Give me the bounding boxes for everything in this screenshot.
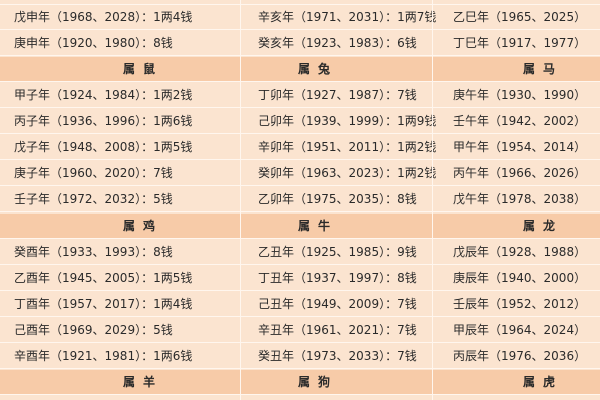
year-weight-cell: 庚子年（1960、2020）：7钱 <box>14 166 173 181</box>
zodiac-heading: 属龙 <box>522 218 564 233</box>
year-weight-cell: 壬辰年（1952、2012） <box>453 296 587 311</box>
table-row: 庚子年（1960、2020）：7钱 癸卯年（1963、2023）：1两2钱 丙午年（… <box>0 161 600 187</box>
year-weight-cell: 丙辰年（1976、2036） <box>453 348 587 363</box>
zodiac-heading: 属马 <box>522 62 564 77</box>
year-weight-cell: 庚午年（1930、1990） <box>453 88 587 103</box>
year-weight-cell: 壬午年（1942、2002） <box>453 114 587 129</box>
column-divider <box>432 0 433 400</box>
year-weight-cell: 丁卯年（1927、1987）：7钱 <box>258 88 417 103</box>
year-weight-cell: 庚辰年（1940、2000） <box>453 270 587 285</box>
section-header-row: 属鸡 属牛 属龙 <box>0 213 600 239</box>
year-weight-cell: 丁丑年（1937、1997）：8钱 <box>258 270 417 285</box>
year-weight-cell: 辛丑年（1961、2021）：7钱 <box>258 322 417 337</box>
year-weight-cell: 癸亥年（1923、1983）：6钱 <box>258 36 417 51</box>
year-weight-cell: 癸酉年（1933、1993）：8钱 <box>14 244 173 259</box>
year-weight-cell: 癸丑年（1973、2033）：7钱 <box>258 348 417 363</box>
zodiac-heading: 属鸡 <box>122 218 164 233</box>
zodiac-heading: 属牛 <box>297 218 339 233</box>
zodiac-heading: 属虎 <box>522 374 564 389</box>
year-weight-cell: 辛卯年（1951、2011）：1两2钱 <box>258 140 437 155</box>
table-row: 壬子年（1972、2032）：5钱 乙卯年（1975、2035）：8钱 戊午年（19… <box>0 187 600 213</box>
year-weight-cell: 戊辰年（1928、1988） <box>453 244 587 259</box>
year-weight-cell: 甲辰年（1964、2024） <box>453 322 587 337</box>
table-row: 甲子年（1924、1984）：1两2钱 丁卯年（1927、1987）：7钱 庚午年（… <box>0 83 600 109</box>
partial-row <box>0 0 600 5</box>
year-weight-cell: 甲午年（1954、2014） <box>453 140 587 155</box>
year-weight-cell: 己丑年（1949、2009）：7钱 <box>258 296 417 311</box>
zodiac-heading: 属羊 <box>122 374 164 389</box>
table-row: 己酉年（1969、2029）：5钱 辛丑年（1961、2021）：7钱 甲辰年（19… <box>0 317 600 343</box>
year-weight-cell: 癸卯年（1963、2023）：1两2钱 <box>258 166 437 181</box>
year-weight-cell: 丙子年（1936、1996）：1两6钱 <box>14 114 193 129</box>
year-weight-cell: 丁巳年（1917、1977） <box>453 36 587 51</box>
table-row: 戊申年（1968、2028）：1两4钱 辛亥年（1971、2031）：1两7钱 乙巳… <box>0 5 600 30</box>
table-row: 戊子年（1948、2008）：1两5钱 辛卯年（1951、2011）：1两2钱 甲午… <box>0 135 600 161</box>
table-row: 辛酉年（1921、1981）：1两6钱 癸丑年（1973、2033）：7钱 丙辰年（… <box>0 343 600 369</box>
year-weight-cell: 丁酉年（1957、2017）：1两4钱 <box>14 296 193 311</box>
table-row: 乙酉年（1945、2005）：1两5钱 丁丑年（1937、1997）：8钱 庚辰年（… <box>0 265 600 291</box>
zodiac-heading: 属狗 <box>297 374 339 389</box>
zodiac-heading: 属兔 <box>297 62 339 77</box>
year-weight-cell: 乙酉年（1945、2005）：1两5钱 <box>14 270 193 285</box>
section-header-row: 属鼠 属兔 属马 <box>0 57 600 83</box>
zodiac-heading: 属鼠 <box>122 62 164 77</box>
year-weight-cell: 丙午年（1966、2026） <box>453 166 587 181</box>
year-weight-cell: 辛亥年（1971、2031）：1两7钱 <box>258 10 437 24</box>
year-weight-cell: 甲子年（1924、1984）：1两2钱 <box>14 88 193 103</box>
year-weight-cell: 乙丑年（1925、1985）：9钱 <box>258 244 417 259</box>
year-weight-cell: 戊子年（1948、2008）：1两5钱 <box>14 140 193 155</box>
table-row: 癸酉年（1933、1993）：8钱 乙丑年（1925、1985）：9钱 戊辰年（19… <box>0 239 600 265</box>
table-row: 丁酉年（1957、2017）：1两4钱 己丑年（1949、2009）：7钱 壬辰年（… <box>0 291 600 317</box>
year-weight-cell: 辛酉年（1921、1981）：1两6钱 <box>14 348 193 363</box>
year-weight-cell: 乙卯年（1975、2035）：8钱 <box>258 192 417 207</box>
table-row: 丙子年（1936、1996）：1两6钱 己卯年（1939、1999）：1两9钱 壬午… <box>0 109 600 135</box>
year-weight-cell: 己卯年（1939、1999）：1两9钱 <box>258 114 437 129</box>
year-weight-cell: 壬子年（1972、2032）：5钱 <box>14 192 173 207</box>
section-header-row: 属羊 属狗 属虎 <box>0 369 600 395</box>
column-divider <box>240 0 241 400</box>
year-weight-cell: 庚申年（1920、1980）：8钱 <box>14 36 173 51</box>
year-weight-cell: 戊申年（1968、2028）：1两4钱 <box>14 10 193 24</box>
table-row: 庚申年（1920、1980）：8钱 癸亥年（1923、1983）：6钱 丁巳年（19… <box>0 31 600 57</box>
year-weight-cell: 乙巳年（1965、2025） <box>453 10 587 24</box>
year-weight-cell: 己酉年（1969、2029）：5钱 <box>14 322 173 337</box>
year-weight-cell: 戊午年（1978、2038） <box>453 192 587 207</box>
